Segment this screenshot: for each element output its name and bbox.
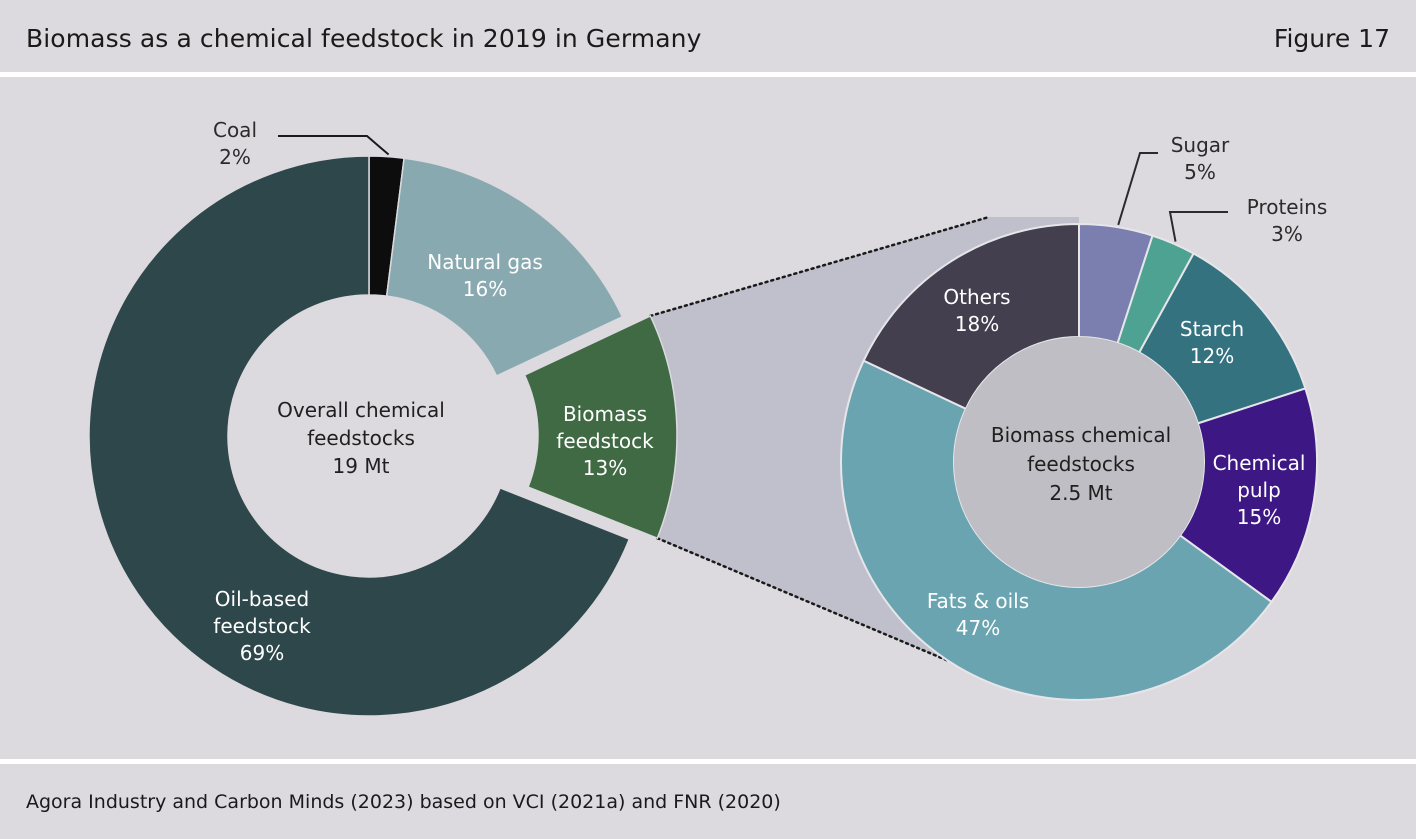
chart-title: Biomass as a chemical feedstock in 2019 … bbox=[26, 24, 702, 53]
fats-oils-label: Fats & oils 47% bbox=[927, 589, 1029, 640]
zoom-connector-top-line bbox=[649, 215, 991, 318]
starch-label: Starch 12% bbox=[1180, 317, 1244, 368]
right-donut-hole bbox=[954, 337, 1204, 587]
figure-label: Figure 17 bbox=[1273, 24, 1390, 53]
chemical-pulp-label: Chemical pulp 15% bbox=[1213, 451, 1306, 529]
biomass-feedstock-label: Biomass feedstock 13% bbox=[556, 402, 654, 480]
others-label: Others 18% bbox=[943, 285, 1010, 336]
left-donut-hole bbox=[229, 296, 509, 576]
slice-natural-gas bbox=[385, 157, 624, 377]
biomass-feedstocks-center-label: Biomass chemical feedstocks 2.5 Mt bbox=[991, 423, 1171, 505]
sugar-leader-line bbox=[1117, 152, 1158, 226]
coal-label: Coal 2% bbox=[213, 118, 257, 169]
source-note: Agora Industry and Carbon Minds (2023) b… bbox=[26, 791, 781, 813]
oil-based-feedstock-label: Oil-based feedstock 69% bbox=[213, 587, 311, 665]
footer: Agora Industry and Carbon Minds (2023) b… bbox=[0, 759, 1416, 839]
proteins-label: Proteins 3% bbox=[1247, 195, 1328, 246]
slice-biomass-feedstock bbox=[523, 314, 678, 540]
header: Biomass as a chemical feedstock in 2019 … bbox=[0, 0, 1416, 77]
overall-feedstocks-center-label: Overall chemical feedstocks 19 Mt bbox=[277, 398, 445, 478]
natural-gas-label: Natural gas 16% bbox=[427, 250, 543, 301]
slice-oil-based-feedstock bbox=[88, 155, 631, 717]
proteins-leader-line bbox=[1168, 211, 1228, 242]
zoom-connector-bottom-line bbox=[656, 536, 991, 680]
coal-leader-line bbox=[278, 135, 390, 156]
sugar-label: Sugar 5% bbox=[1171, 133, 1230, 184]
